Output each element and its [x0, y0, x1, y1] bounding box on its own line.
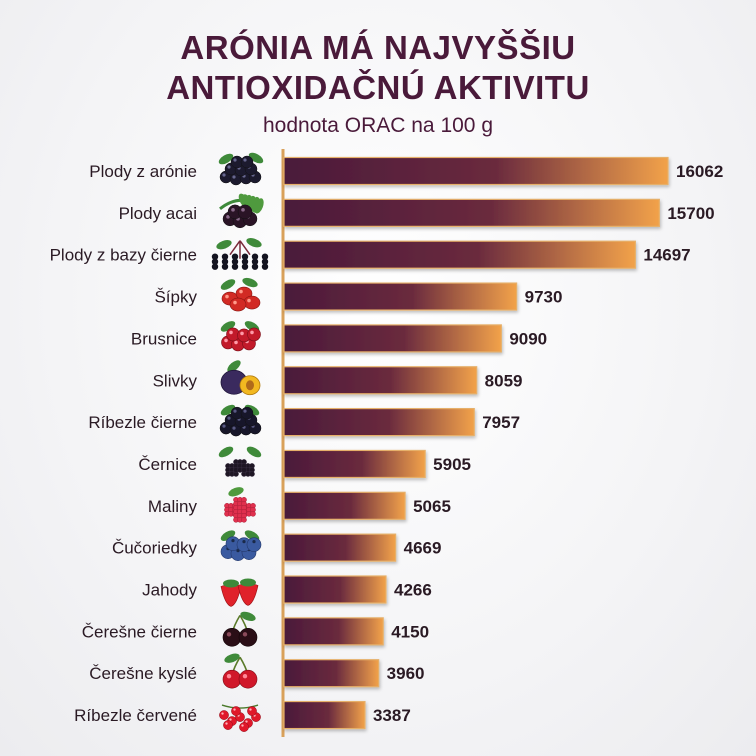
value-label: 4669	[404, 539, 442, 558]
sour-cherry-icon	[222, 653, 258, 689]
rosehip-icon	[220, 277, 261, 312]
bar	[283, 324, 502, 353]
value-label: 5065	[413, 497, 451, 516]
chart-title-line-1: ARÓNIA MÁ NAJVYŠŠIU	[180, 29, 576, 66]
category-label: Čerešne čierne	[82, 622, 197, 641]
value-label: 9730	[525, 288, 563, 307]
category-label: Slivky	[153, 371, 198, 390]
bar	[283, 449, 426, 479]
category-label: Čučoriedky	[112, 539, 198, 558]
bar	[283, 491, 406, 520]
blueberry-icon	[220, 530, 262, 561]
category-label: Plody z arónie	[89, 162, 197, 181]
category-label: Šípky	[154, 288, 197, 307]
value-label: 16062	[676, 162, 723, 181]
elderberry-icon	[211, 238, 269, 270]
value-label: 4266	[394, 581, 432, 600]
chart-title-line-2: ANTIOXIDAČNÚ AKTIVITU	[166, 69, 590, 106]
category-label: Ríbezle červené	[74, 706, 197, 725]
value-label: 5905	[433, 455, 471, 474]
bar	[283, 198, 660, 227]
category-label: Ríbezle čierne	[88, 413, 197, 432]
category-label: Maliny	[148, 497, 198, 516]
value-label: 3387	[373, 706, 411, 725]
value-label: 7957	[482, 413, 520, 432]
value-label: 3960	[387, 664, 425, 683]
value-label: 9090	[509, 329, 547, 348]
category-label: Černice	[138, 455, 197, 474]
value-label: 4150	[391, 622, 429, 641]
bar	[283, 533, 397, 562]
value-label: 15700	[667, 204, 714, 223]
bar	[283, 575, 387, 604]
plum-icon	[220, 360, 261, 396]
cranberry-icon	[220, 321, 261, 352]
acai-berries-icon	[219, 193, 264, 229]
category-label: Plody acai	[119, 204, 197, 223]
raspberry-icon	[224, 487, 256, 523]
bar	[283, 282, 518, 311]
bar	[283, 366, 478, 395]
value-label: 8059	[485, 371, 523, 390]
bar	[283, 408, 475, 437]
aronia-berries-icon	[218, 152, 264, 186]
category-label: Čerešne kyslé	[89, 664, 197, 683]
category-label: Brusnice	[131, 329, 197, 348]
chart-subtitle: hodnota ORAC na 100 g	[263, 114, 493, 137]
bar	[283, 617, 384, 646]
bar	[283, 700, 366, 730]
black-cherry-icon	[222, 611, 258, 647]
strawberry-icon	[220, 578, 259, 607]
bar	[283, 156, 669, 186]
title-block: ARÓNIA MÁ NAJVYŠŠIU ANTIOXIDAČNÚ AKTIVIT…	[0, 28, 756, 140]
value-label: 14697	[643, 246, 690, 265]
category-label: Plody z bazy čierne	[50, 246, 197, 265]
blackberry-icon	[218, 446, 262, 477]
bar	[283, 240, 636, 269]
redcurrant-icon	[219, 704, 261, 732]
category-label: Jahody	[142, 581, 197, 600]
bar	[283, 659, 380, 688]
blackcurrant-icon	[219, 404, 262, 437]
